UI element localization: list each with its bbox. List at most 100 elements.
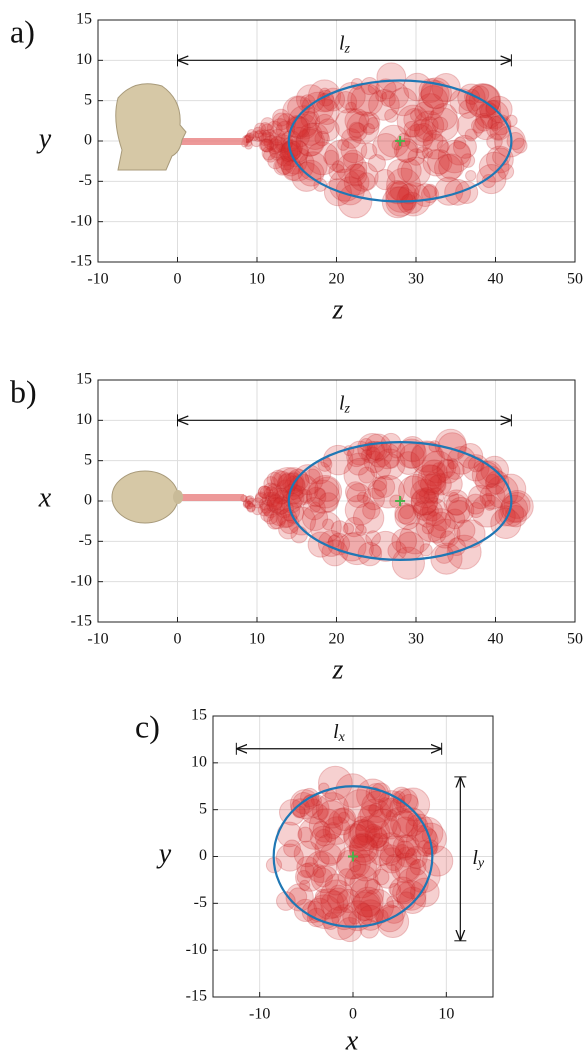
plume-blob bbox=[332, 160, 345, 173]
plume-blob bbox=[282, 95, 316, 129]
plume-blob bbox=[361, 790, 394, 823]
plume-blob bbox=[332, 807, 357, 832]
plume-blob bbox=[470, 494, 505, 528]
plume-cloud bbox=[240, 428, 534, 580]
plume-blob bbox=[372, 868, 390, 886]
plume-blob bbox=[306, 486, 327, 508]
plume-blob bbox=[320, 890, 349, 919]
plume-blob bbox=[432, 116, 449, 133]
y-tick-label: 0 bbox=[199, 847, 207, 864]
plume-blob bbox=[410, 487, 439, 516]
y-tick-label: -10 bbox=[71, 572, 92, 589]
plume-blob bbox=[431, 511, 452, 532]
plume-blob bbox=[285, 883, 314, 912]
y-tick-label: 5 bbox=[84, 451, 92, 468]
plume-blob bbox=[304, 798, 324, 818]
plume-blob bbox=[476, 163, 507, 195]
x-tick-label: 30 bbox=[408, 271, 424, 288]
plume-blob bbox=[437, 471, 463, 497]
plume-blob bbox=[308, 808, 344, 843]
x-tick-label: 10 bbox=[438, 1006, 454, 1023]
plume-blob bbox=[415, 511, 447, 543]
plume-blob bbox=[358, 111, 381, 134]
plume-blob bbox=[353, 889, 382, 918]
plume-blob bbox=[424, 471, 443, 490]
plume-blob bbox=[416, 507, 438, 528]
plume-blob bbox=[365, 530, 381, 546]
plume-blob bbox=[368, 802, 384, 818]
plume-blob bbox=[392, 816, 419, 843]
x-tick-label: 20 bbox=[329, 631, 345, 648]
plume-blob bbox=[396, 451, 421, 475]
plume-blob bbox=[380, 818, 402, 840]
plume-blob bbox=[399, 443, 425, 469]
plume-blob bbox=[328, 163, 346, 181]
plume-blob bbox=[420, 116, 439, 135]
plume-blob bbox=[252, 130, 264, 142]
plume-blob bbox=[261, 501, 276, 516]
plume-blob bbox=[423, 488, 439, 504]
plume-blob bbox=[242, 499, 251, 508]
plume-blob bbox=[327, 534, 342, 548]
panel-label: b) bbox=[10, 373, 37, 409]
plume-blob bbox=[349, 849, 382, 882]
plume-blob bbox=[275, 120, 296, 140]
plume-blob bbox=[267, 493, 284, 510]
plume-blob bbox=[397, 834, 420, 857]
plume-blob bbox=[456, 111, 485, 140]
plume-blob bbox=[475, 460, 503, 488]
plume-blob bbox=[403, 107, 427, 132]
plume-blob bbox=[385, 854, 403, 872]
plume-blob bbox=[430, 518, 461, 549]
plume-blob bbox=[372, 132, 400, 161]
plume-blob bbox=[287, 96, 310, 120]
plume-blob bbox=[481, 492, 496, 507]
plume-blob bbox=[403, 120, 421, 138]
x-tick-label: 20 bbox=[329, 271, 345, 288]
plume-blob bbox=[388, 882, 402, 896]
plume-blob bbox=[346, 452, 370, 476]
plume-blob bbox=[285, 485, 309, 508]
y-axis-label: y bbox=[156, 838, 172, 869]
plume-blob bbox=[268, 512, 286, 530]
plume-blob bbox=[401, 191, 424, 214]
plume-blob bbox=[254, 129, 267, 142]
plume-blob bbox=[497, 163, 515, 180]
plume-blob bbox=[396, 867, 429, 900]
plume-blob bbox=[301, 504, 329, 532]
plume-blob bbox=[298, 489, 313, 504]
plume-blob bbox=[287, 506, 317, 536]
plume-blob bbox=[311, 804, 329, 821]
plume-blob bbox=[417, 464, 446, 494]
plume-blob bbox=[373, 475, 396, 498]
y-tick-label: -5 bbox=[194, 894, 207, 911]
plume-blob bbox=[375, 78, 397, 100]
plume-blob bbox=[397, 807, 427, 837]
plume-blob bbox=[346, 483, 372, 509]
plume-blob bbox=[269, 143, 287, 161]
plume-blob bbox=[359, 798, 392, 831]
plume-blob bbox=[336, 152, 368, 184]
plume-blob bbox=[418, 486, 436, 504]
plume-blob bbox=[460, 153, 476, 168]
plume-blob bbox=[344, 494, 376, 526]
plume-blob bbox=[389, 181, 410, 201]
plume-blob bbox=[384, 453, 400, 469]
plume-blob bbox=[392, 788, 419, 814]
plume-blob bbox=[259, 485, 274, 500]
x-tick-label: 50 bbox=[567, 271, 583, 288]
plume-blob bbox=[410, 440, 443, 473]
plume-blob bbox=[368, 544, 382, 558]
plume-blob bbox=[465, 493, 487, 515]
plume-blob bbox=[403, 473, 429, 500]
plume-blob bbox=[270, 508, 288, 526]
plume-blob bbox=[391, 528, 418, 554]
y-tick-label: 15 bbox=[76, 371, 92, 388]
plume-blob bbox=[446, 534, 482, 570]
plume-blob bbox=[384, 806, 415, 838]
plume-blob bbox=[246, 503, 256, 513]
plume-blob bbox=[343, 823, 372, 852]
plume-blob bbox=[453, 136, 467, 150]
plume-blob bbox=[445, 493, 468, 516]
plume-blob bbox=[394, 840, 415, 861]
